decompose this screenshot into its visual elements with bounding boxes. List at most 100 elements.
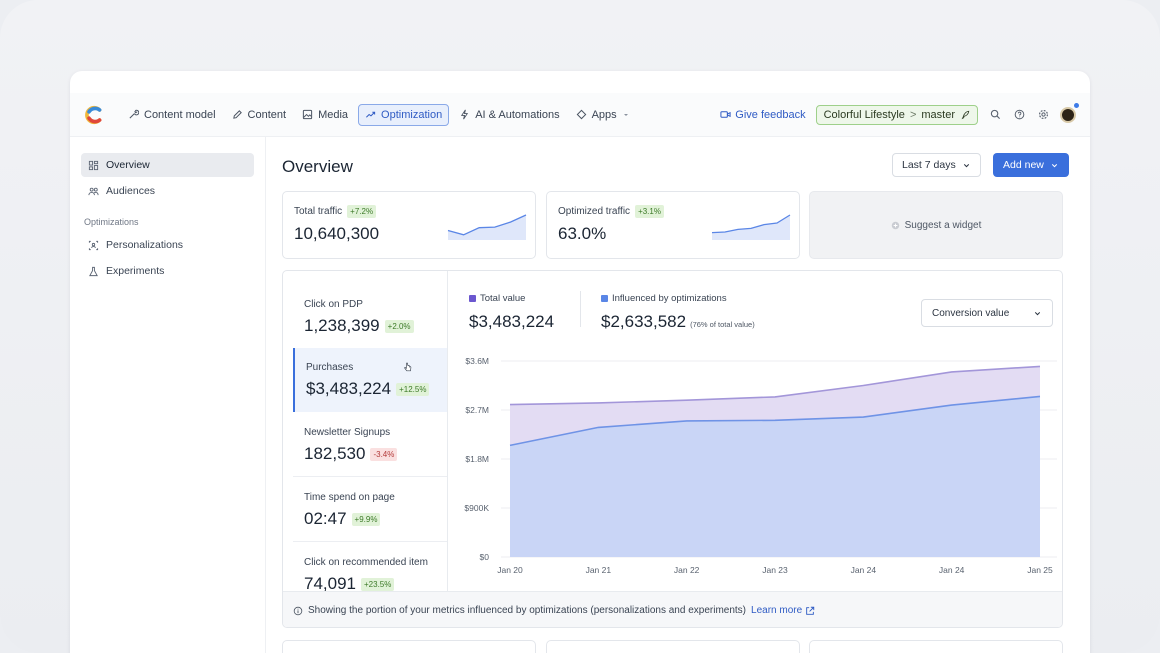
puzzle-icon (576, 109, 586, 120)
nav-apps[interactable]: Apps (570, 105, 636, 125)
date-range-button[interactable]: Last 7 days (892, 153, 981, 177)
space-environment-switcher[interactable]: Colorful Lifestyle > master (815, 104, 978, 125)
pen-icon (232, 110, 242, 119)
nav-label: Content model (144, 108, 216, 121)
sidebar-item-label: Experiments (106, 265, 165, 277)
give-feedback-link[interactable]: Give feedback (720, 108, 806, 121)
metric-value-row: 02:47 +9.9% (304, 509, 436, 529)
metric-value-row: 74,091 +23.5% (304, 574, 436, 594)
rocket-icon (961, 110, 970, 119)
main-content: Overview Last 7 days Add new Total traff… (266, 137, 1090, 653)
metric-list: Click on PDP 1,238,399 +2.0% Purchases $… (283, 271, 448, 593)
kpi-card-optimized-traffic[interactable]: Optimized traffic +3.1% 63.0% (546, 191, 800, 259)
x-tick-label: Jan 24 (851, 565, 877, 575)
sidebar-item-experiments[interactable]: Experiments (81, 259, 254, 283)
user-avatar[interactable] (1060, 102, 1079, 123)
legend-total-value-row: $3,483,224 (469, 312, 554, 332)
sparkline-line (447, 214, 527, 236)
nav-label: AI & Automations (475, 108, 560, 121)
users-icon (88, 187, 99, 195)
metric-value-row: $3,483,224 +12.5% (306, 379, 436, 399)
metric-label: Newsletter Signups (304, 427, 391, 438)
metric-item-time-spend-on-page[interactable]: Time spend on page 02:47 +9.9% (293, 478, 447, 542)
info-text: Showing the portion of your metrics infl… (308, 605, 747, 616)
metric-item-newsletter-signups[interactable]: Newsletter Signups 182,530 -3.4% (293, 413, 447, 477)
kpi-label-row: Optimized traffic +3.1% (558, 205, 664, 218)
metric-badge: +12.5% (396, 382, 430, 396)
external-link-icon (806, 606, 815, 615)
metric-item-purchases[interactable]: Purchases $3,483,224 +12.5% (293, 348, 447, 412)
metric-label: Click on PDP (304, 299, 363, 310)
environment-name: master (921, 108, 955, 121)
search-button[interactable] (988, 108, 1002, 122)
sidebar-section-title: Optimizations (84, 217, 139, 227)
notification-dot (1074, 102, 1079, 108)
kpi-card-total-traffic[interactable]: Total traffic +7.2% 10,640,300 (282, 191, 536, 259)
area-chart: $3.6M $2.7M $1.8M $900K $0 Jan 20 Jan 21 Jan 22… (464, 356, 1057, 575)
image-icon (302, 109, 313, 120)
metric-item-click-on-recommended-item[interactable]: Click on recommended item 74,091 +23.5% (293, 543, 447, 607)
gear-icon (1038, 109, 1048, 120)
widget-card-stub (282, 640, 536, 653)
help-button[interactable] (1012, 108, 1026, 122)
chevron-down-icon (1034, 311, 1041, 315)
sidebar: Overview Audiences Optimizations Persona… (70, 137, 266, 653)
nav-ai-automations[interactable]: AI & Automations (453, 105, 565, 125)
kpi-label-row: Total traffic +7.2% (294, 205, 377, 218)
y-tick-label: $0 (480, 552, 490, 562)
flask-icon (89, 266, 98, 276)
nav-content[interactable]: Content (226, 105, 293, 125)
kpi-badge: +7.2% (347, 205, 377, 218)
x-tick-label: Jan 20 (497, 565, 523, 575)
add-new-button[interactable]: Add new (993, 153, 1069, 177)
chevron-right-icon: > (909, 108, 917, 121)
metric-type-select[interactable]: Conversion value (921, 299, 1053, 327)
learn-more-link[interactable]: Learn more (751, 605, 815, 616)
settings-button[interactable] (1036, 108, 1050, 122)
widget-card-stub (546, 640, 800, 653)
y-tick-label: $900K (464, 503, 489, 513)
metric-item-click-on-pdp[interactable]: Click on PDP 1,238,399 +2.0% (293, 285, 447, 349)
page-title: Overview (282, 157, 353, 176)
metric-value: 74,091 (304, 574, 356, 593)
legend-influenced: Influenced by optimizations $2,633,582 (… (601, 293, 755, 332)
x-tick-label: Jan 23 (762, 565, 788, 575)
y-tick-label: $3.6M (465, 356, 489, 366)
nav-content-model[interactable]: Content model (122, 105, 222, 125)
info-icon (293, 606, 303, 615)
nav-label: Apps (591, 108, 617, 121)
top-navigation: Content model Content Media Optimization… (70, 93, 1090, 137)
suggest-widget-button[interactable]: Suggest a widget (809, 191, 1063, 259)
sidebar-item-audiences[interactable]: Audiences (81, 179, 254, 203)
kpi-value: 63.0% (558, 224, 607, 243)
legend-total: Total value $3,483,224 (469, 293, 554, 332)
nav-media[interactable]: Media (296, 105, 354, 125)
legend-divider (580, 291, 581, 327)
add-new-label: Add new (1003, 159, 1044, 171)
legend-total-value: $3,483,224 (469, 312, 555, 331)
metric-label: Purchases (306, 362, 354, 373)
nav-optimization[interactable]: Optimization (358, 103, 450, 126)
widget-card-stub (809, 640, 1063, 653)
x-tick-label: Jan 22 (674, 565, 700, 575)
feedback-label: Give feedback (735, 108, 806, 121)
info-footer: Showing the portion of your metrics infl… (283, 591, 1062, 627)
caret-down-icon (623, 113, 628, 116)
metric-badge: +2.0% (384, 319, 414, 333)
chevron-down-icon (1051, 163, 1057, 167)
contentful-logo-icon[interactable] (84, 104, 106, 126)
nav-right-group: Give feedback Colorful Lifestyle > maste… (720, 102, 1079, 125)
sidebar-item-personalizations[interactable]: Personalizations (81, 233, 254, 257)
nav-label: Media (318, 108, 349, 121)
line-series-0 (509, 365, 1041, 406)
kpi-label: Optimized traffic (558, 206, 631, 217)
x-tick-label: Jan 24 (939, 565, 965, 575)
search-icon (990, 109, 1000, 120)
metric-badge: -3.4% (370, 447, 398, 461)
sidebar-item-overview[interactable]: Overview (81, 153, 254, 177)
lightning-icon (461, 109, 469, 120)
app-window: Content model Content Media Optimization… (70, 71, 1090, 653)
metric-value-row: 182,530 -3.4% (304, 444, 436, 464)
trend-icon (366, 111, 376, 118)
sidebar-item-label: Audiences (106, 185, 156, 197)
